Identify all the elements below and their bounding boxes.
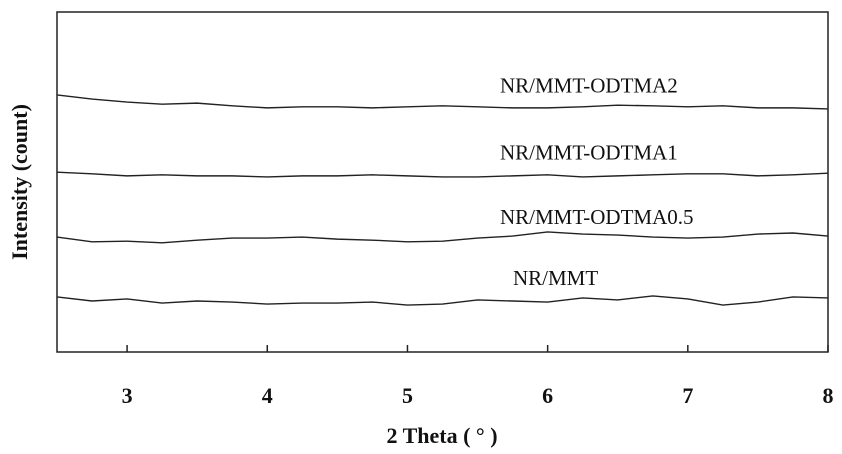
series-label: NR/MMT-ODTMA2 <box>500 74 678 98</box>
x-tick-label: 4 <box>262 383 273 408</box>
series-line <box>57 296 828 305</box>
series-label: NR/MMT-ODTMA0.5 <box>500 205 694 229</box>
series-label: NR/MMT-ODTMA1 <box>500 141 678 165</box>
x-tick-label: 6 <box>542 383 553 408</box>
series-label: NR/MMT <box>513 266 598 290</box>
y-axis-label: Intensity (count) <box>7 104 32 260</box>
x-tick-label: 5 <box>402 383 413 408</box>
series-line <box>57 95 828 109</box>
chart: 2 Theta ( ° ) Intensity (count) 3 4 5 6 7 8 NR… <box>0 0 842 454</box>
x-tick-label: 8 <box>823 383 834 408</box>
page: 2 Theta ( ° ) Intensity (count) 3 4 5 6 7 8 NR… <box>0 0 842 454</box>
x-tick-label: 3 <box>122 383 133 408</box>
x-axis-label: 2 Theta ( ° ) <box>386 423 497 448</box>
x-tick-label: 7 <box>682 383 693 408</box>
plot-frame <box>57 12 828 352</box>
series-line <box>57 232 828 243</box>
series-line <box>57 172 828 177</box>
